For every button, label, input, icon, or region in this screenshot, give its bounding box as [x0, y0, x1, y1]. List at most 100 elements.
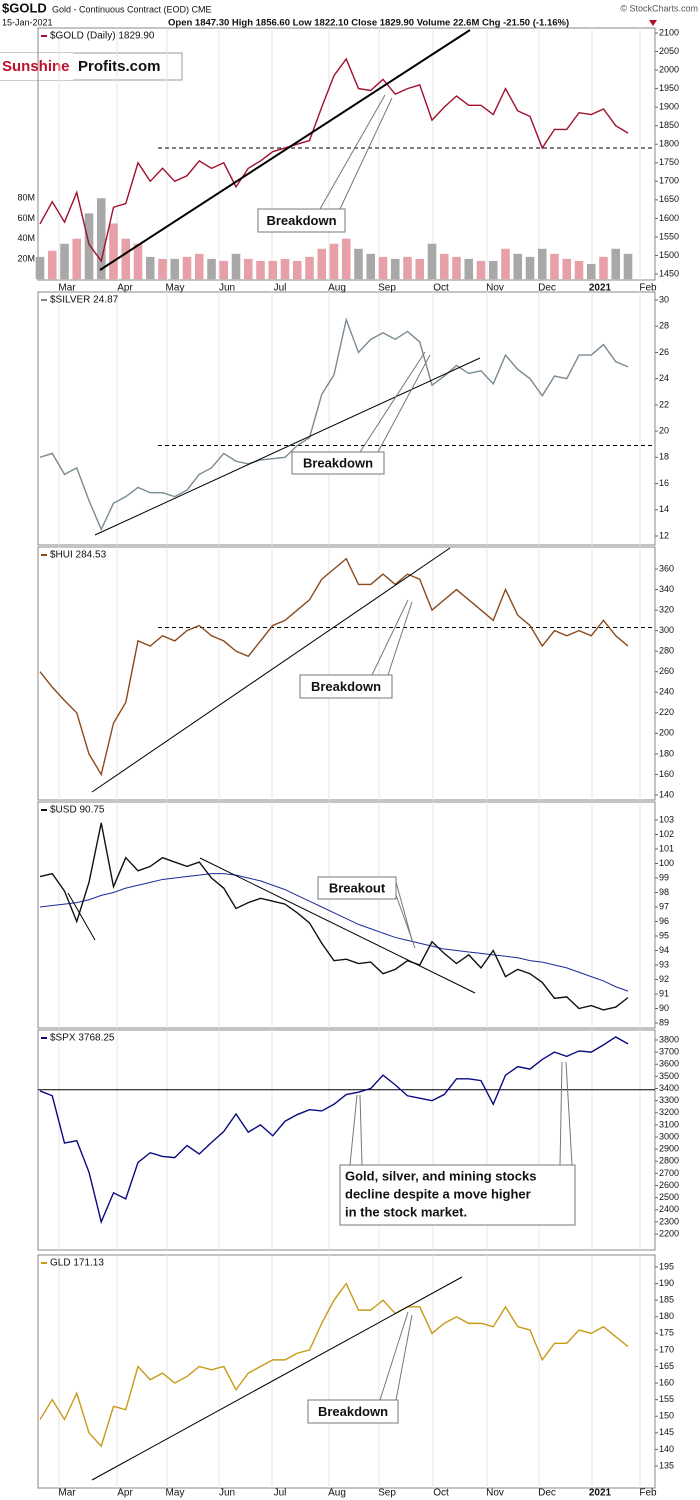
callout-box — [307, 1399, 399, 1424]
volume-bar — [72, 238, 82, 280]
y-tick-label: 1900 — [659, 102, 679, 112]
y-tick-label: 3200 — [659, 1107, 679, 1117]
y-tick-label: 1450 — [659, 268, 679, 278]
y-tick-label: 1750 — [659, 157, 679, 167]
callout-pointer — [359, 1094, 363, 1166]
panel-frame — [37, 1254, 656, 1489]
volume-bar — [145, 256, 155, 280]
y-tick-label: 14 — [659, 504, 669, 514]
x-tick-label: Jul — [274, 1488, 287, 1499]
y-tick-label: 2800 — [659, 1156, 679, 1166]
y-tick-label: 175 — [659, 1328, 674, 1338]
y-tick-label: 16 — [659, 478, 669, 488]
y-tick-label: 1800 — [659, 139, 679, 149]
callout-text: decline despite a move higher — [345, 1186, 531, 1201]
trend-line — [99, 29, 471, 271]
y-tick-label: 24 — [659, 373, 669, 383]
panel-frame — [37, 1029, 656, 1251]
y-tick-label: 96 — [659, 916, 669, 926]
y-tick-label: 340 — [659, 584, 674, 594]
y-tick-label: 200 — [659, 728, 674, 738]
x-tick-label: Jun — [219, 1488, 235, 1499]
credit: © StockCharts.com — [620, 3, 698, 13]
y-tick-label: 30 — [659, 294, 669, 304]
down-arrow — [649, 20, 657, 26]
x-tick-label: May — [166, 1488, 185, 1499]
trend-line — [199, 857, 476, 994]
callout-pointer — [319, 94, 386, 210]
x-tick-label: Jun — [219, 283, 235, 294]
volume-bar — [562, 258, 572, 280]
y-tick-label: 94 — [659, 945, 669, 955]
date: 15-Jan-2021 — [2, 17, 53, 27]
volume-bar — [207, 258, 216, 280]
price-line — [39, 557, 629, 777]
volume-bar — [305, 256, 314, 280]
moving-average — [39, 873, 629, 992]
y-tick-label: 160 — [659, 769, 674, 779]
volume-bar — [550, 253, 559, 280]
y-tick-label: 2300 — [659, 1216, 679, 1226]
x-tick-label: Apr — [117, 283, 133, 294]
callout-pointer — [379, 1311, 409, 1401]
y-tick-label: 103 — [659, 814, 674, 824]
callout-box — [257, 208, 346, 233]
volume-bar — [256, 260, 265, 280]
volume-bar — [354, 248, 363, 280]
callout-pointer — [395, 1314, 413, 1401]
volume-bar — [268, 260, 278, 280]
y-tick-label: 20 — [659, 425, 669, 435]
callout-pointer — [359, 351, 426, 453]
y-tick-label: 28 — [659, 321, 669, 331]
volume-bar — [525, 256, 535, 280]
y-tick-label: 280 — [659, 646, 674, 656]
callout-text: Gold, silver, and mining stocks — [345, 1168, 536, 1183]
callout-box — [317, 876, 397, 900]
volume-bar — [231, 253, 241, 280]
y-tick-label: 140 — [659, 789, 674, 799]
volume-bar — [501, 248, 510, 280]
volume-bar — [341, 238, 351, 280]
callout-text: Breakout — [329, 880, 386, 895]
volume-bar — [623, 253, 633, 280]
volume-bar — [182, 256, 192, 280]
volume-bar — [280, 258, 290, 280]
annotations — [67, 29, 481, 1481]
y-tick-label: 1500 — [659, 250, 679, 260]
y-tick-label: 2900 — [659, 1144, 679, 1154]
callout-pointer — [377, 354, 431, 453]
y-tick-label: 2000 — [659, 64, 679, 74]
volume-bar — [537, 248, 547, 280]
y-tick-label: 300 — [659, 625, 674, 635]
panel-label: $USD 90.75 — [50, 805, 105, 816]
volume-bar — [427, 243, 437, 280]
y-tick-label: 98 — [659, 887, 669, 897]
x-tick-label: May — [166, 283, 185, 294]
volume-bar — [219, 260, 229, 280]
y-tick-label: 260 — [659, 666, 674, 676]
callout-pointer — [565, 1061, 573, 1166]
y-tick-label: 155 — [659, 1394, 674, 1404]
volume-bar — [292, 260, 302, 280]
x-tick-label: Oct — [433, 1488, 449, 1499]
volume-bar — [170, 258, 180, 280]
panel-label: $GOLD (Daily) 1829.90 — [50, 31, 155, 42]
x-tick-label: Feb — [639, 1488, 657, 1499]
logo-red: Sunshine — [2, 58, 70, 75]
y-tick-label: 93 — [659, 959, 669, 969]
y-tick-label: 97 — [659, 901, 669, 911]
y-tick-label: 2100 — [659, 27, 679, 37]
volume-bar — [390, 258, 400, 280]
x-tick-label: Mar — [58, 1488, 76, 1499]
volume-bar — [513, 253, 523, 280]
y-tick-label: 99 — [659, 872, 669, 882]
y-tick-label: 3000 — [659, 1131, 679, 1141]
y-tick-label: 1650 — [659, 194, 679, 204]
y-tick-label: 190 — [659, 1278, 674, 1288]
y-tick-label: 3700 — [659, 1047, 679, 1057]
trend-line — [67, 892, 96, 941]
y-tick-label: 2050 — [659, 46, 679, 56]
y-tick-label: 92 — [659, 974, 669, 984]
y-tick-label: 26 — [659, 347, 669, 357]
logo-left — [0, 53, 73, 80]
